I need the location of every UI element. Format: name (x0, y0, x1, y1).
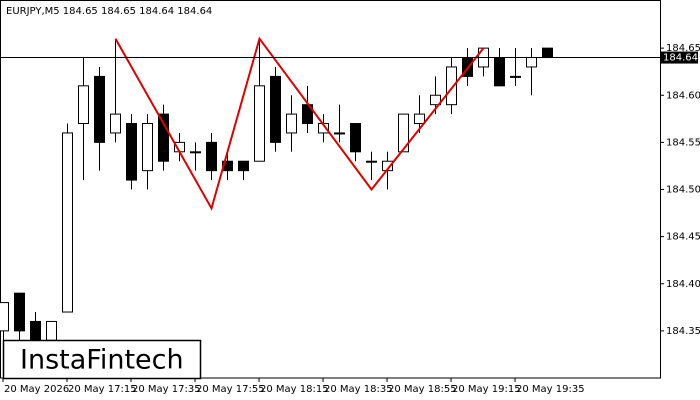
candle-body (446, 66, 457, 106)
candle-body (542, 47, 553, 59)
y-tick-label: 184.50 (666, 185, 700, 196)
marks: 184.35 184.40 184.45 184.50 184.55 184.60 184.… (0, 36, 700, 395)
candle-body (254, 85, 265, 162)
x-tick-label: 20 May 17:15 (68, 384, 137, 395)
candle-body (94, 75, 105, 143)
candle-body (526, 57, 537, 68)
y-tick-label: 184.45 (666, 232, 700, 243)
x-tick-label: 20 May 18:15 (260, 384, 329, 395)
candle-body (126, 123, 137, 181)
x-tick-label: 20 May 17:55 (196, 384, 265, 395)
candle-body (494, 57, 505, 87)
y-tick-label: 184.65 (666, 43, 700, 54)
y-tick-label: 184.60 (666, 90, 700, 101)
candle-body (334, 132, 345, 135)
candle-body (510, 75, 521, 78)
candle-body (238, 160, 249, 172)
candle-body (30, 320, 41, 341)
y-tick-label: 184.35 (666, 326, 700, 337)
candle-body (14, 292, 25, 332)
candle-body (158, 113, 169, 162)
x-tick-label: 20 May 19:35 (516, 384, 585, 395)
logo-box (2, 339, 202, 380)
y-tick-label: 184.40 (666, 279, 700, 290)
candle-body (414, 113, 425, 125)
candle-body (46, 320, 57, 341)
x-tick-label: 20 May 18:55 (388, 384, 457, 395)
candle-body (0, 302, 9, 332)
candle-body (190, 151, 201, 154)
logo: InstaFintech (20, 345, 184, 376)
price-label-box (660, 51, 698, 64)
x-tick-label: 20 May 17:35 (132, 384, 201, 395)
candle-body (366, 160, 377, 163)
pattern-line (114, 36, 485, 211)
candle-body (62, 132, 73, 313)
x-tick-label: 20 May 19:15 (452, 384, 521, 395)
candle-body (270, 75, 281, 143)
chart-title: EURJPY,M5 184.65 184.65 184.64 184.64 (6, 6, 212, 17)
plot-frame (0, 0, 661, 379)
candle-body (206, 141, 217, 172)
candle-body (110, 113, 121, 134)
candle-body (398, 113, 409, 153)
candle-body (350, 123, 361, 153)
candle-body (286, 113, 297, 134)
x-tick-label: 20 May 2026 (4, 384, 69, 395)
candle-body (142, 123, 153, 172)
x-tick-label: 20 May 18:35 (324, 384, 393, 395)
candle-body (78, 85, 89, 125)
price-label: 184.64 (663, 53, 698, 64)
candle-body (430, 94, 441, 106)
y-tick-label: 184.55 (666, 137, 700, 148)
